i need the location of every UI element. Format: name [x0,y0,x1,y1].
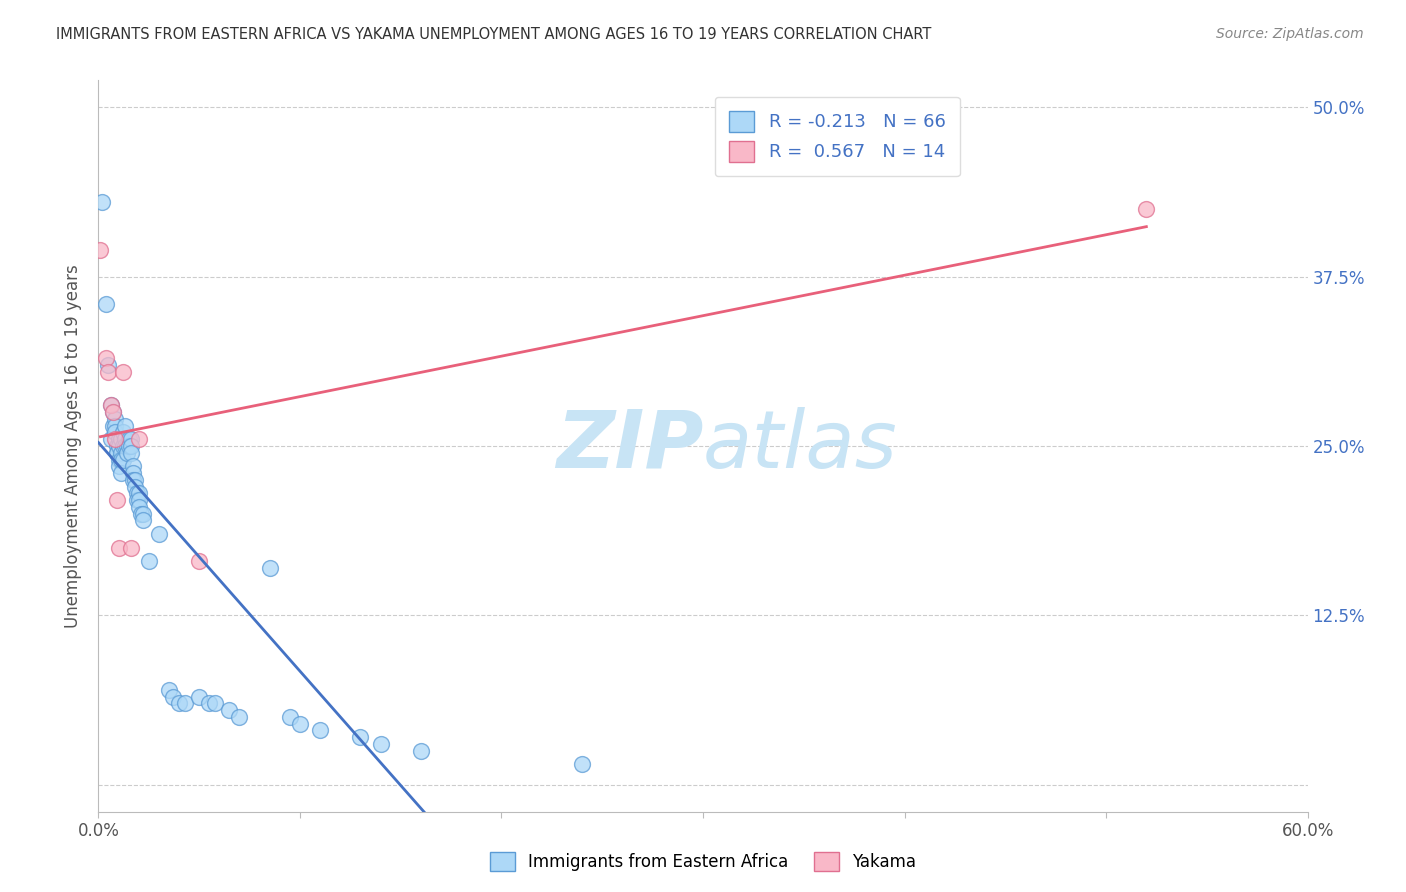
Point [124,480,146,494]
Point [114,432,136,446]
Point [107,541,129,555]
Point [167,697,190,711]
Point [114,439,136,453]
Point [120,541,142,555]
Point [1135,202,1157,216]
Point [132,514,155,528]
Point [121,466,143,480]
Point [162,690,184,704]
Point [409,744,432,758]
Point [118,432,141,446]
Point [204,697,226,711]
Point [103,418,125,433]
Point [157,682,180,697]
Point [571,757,593,772]
Point [91,195,114,210]
Point [101,418,124,433]
Y-axis label: Unemployment Among Ages 16 to 19 years: Unemployment Among Ages 16 to 19 years [63,264,82,628]
Point [228,710,250,724]
Point [259,561,281,575]
Point [132,507,155,521]
Point [198,697,221,711]
Point [110,432,132,446]
Point [129,507,152,521]
Point [110,466,132,480]
Point [125,486,148,500]
Point [120,432,142,446]
Point [118,439,141,453]
Point [96,351,118,365]
Point [278,710,301,724]
Text: atlas: atlas [703,407,898,485]
Point [288,716,311,731]
Point [120,439,142,453]
Point [107,439,129,453]
Point [101,405,124,419]
Point [97,358,120,372]
Point [120,446,142,460]
Point [128,432,150,446]
Point [107,432,129,446]
Point [89,243,111,257]
Point [114,418,136,433]
Point [107,459,129,474]
Point [188,554,211,568]
Point [111,425,134,440]
Point [138,554,160,568]
Point [105,493,128,508]
Point [111,452,134,467]
Point [110,452,132,467]
Point [121,459,143,474]
Point [125,493,148,508]
Point [110,446,132,460]
Point [105,446,128,460]
Point [103,432,125,446]
Point [105,439,128,453]
Point [100,398,122,412]
Point [105,446,128,460]
Point [100,432,122,446]
Text: ZIP: ZIP [555,407,703,485]
Point [121,473,143,487]
Text: Source: ZipAtlas.com: Source: ZipAtlas.com [1216,27,1364,41]
Legend: R = -0.213   N = 66, R =  0.567   N = 14: R = -0.213 N = 66, R = 0.567 N = 14 [714,96,960,177]
Point [174,697,197,711]
Point [101,405,124,419]
Point [370,737,392,751]
Point [96,297,118,311]
Point [115,439,138,453]
Legend: Immigrants from Eastern Africa, Yakama: Immigrants from Eastern Africa, Yakama [482,843,924,880]
Point [107,452,129,467]
Point [309,723,332,738]
Point [100,398,122,412]
Point [124,473,146,487]
Point [103,412,125,426]
Point [111,439,134,453]
Point [128,500,150,514]
Point [128,493,150,508]
Point [349,730,371,744]
Point [188,690,211,704]
Point [148,527,170,541]
Point [128,486,150,500]
Point [115,446,138,460]
Point [218,703,240,717]
Point [103,425,125,440]
Text: IMMIGRANTS FROM EASTERN AFRICA VS YAKAMA UNEMPLOYMENT AMONG AGES 16 TO 19 YEARS : IMMIGRANTS FROM EASTERN AFRICA VS YAKAMA… [56,27,932,42]
Point [97,364,120,378]
Point [111,364,134,378]
